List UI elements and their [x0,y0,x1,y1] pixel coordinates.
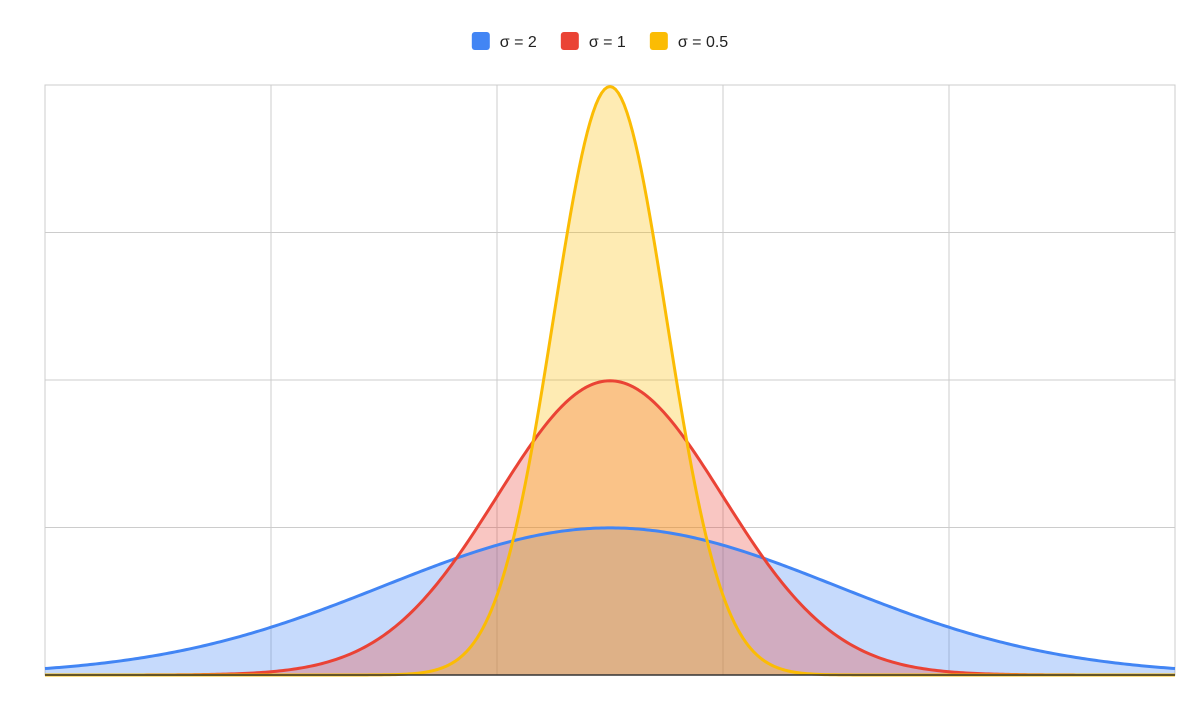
legend: σ = 2 σ = 1 σ = 0.5 [471,32,728,51]
legend-item-2: σ = 0.5 [649,32,728,51]
legend-label-1: σ = 1 [589,34,626,51]
legend-item-1: σ = 1 [560,32,626,51]
legend-swatch-0 [471,32,490,50]
legend-swatch-1 [560,32,579,50]
series-line-0 [44,526,1176,671]
series-area-0 [45,527,1175,675]
legend-label-2: σ = 0.5 [678,34,728,51]
legend-label-0: σ = 2 [500,34,537,51]
legend-swatch-2 [649,32,668,50]
legend-item-0: σ = 2 [471,32,537,51]
